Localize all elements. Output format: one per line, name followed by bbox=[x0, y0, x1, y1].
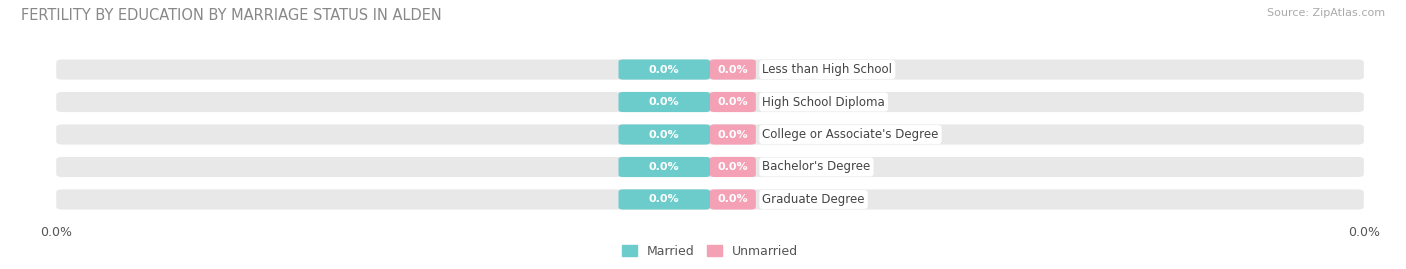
FancyBboxPatch shape bbox=[710, 92, 756, 112]
Text: 0.0%: 0.0% bbox=[717, 97, 748, 107]
Text: Source: ZipAtlas.com: Source: ZipAtlas.com bbox=[1267, 8, 1385, 18]
FancyBboxPatch shape bbox=[619, 125, 710, 144]
Text: Bachelor's Degree: Bachelor's Degree bbox=[762, 161, 870, 174]
Legend: Married, Unmarried: Married, Unmarried bbox=[617, 239, 803, 263]
FancyBboxPatch shape bbox=[56, 125, 1364, 144]
Text: 0.0%: 0.0% bbox=[717, 162, 748, 172]
Text: College or Associate's Degree: College or Associate's Degree bbox=[762, 128, 939, 141]
FancyBboxPatch shape bbox=[619, 59, 710, 80]
Text: Graduate Degree: Graduate Degree bbox=[762, 193, 865, 206]
Text: 0.0%: 0.0% bbox=[650, 194, 679, 204]
Text: 0.0%: 0.0% bbox=[717, 129, 748, 140]
FancyBboxPatch shape bbox=[619, 157, 710, 177]
Text: 0.0%: 0.0% bbox=[650, 97, 679, 107]
FancyBboxPatch shape bbox=[619, 189, 710, 210]
FancyBboxPatch shape bbox=[619, 92, 710, 112]
Text: High School Diploma: High School Diploma bbox=[762, 95, 886, 108]
Text: Less than High School: Less than High School bbox=[762, 63, 893, 76]
Text: 0.0%: 0.0% bbox=[650, 162, 679, 172]
Text: 0.0%: 0.0% bbox=[650, 129, 679, 140]
FancyBboxPatch shape bbox=[710, 157, 756, 177]
FancyBboxPatch shape bbox=[710, 125, 756, 144]
FancyBboxPatch shape bbox=[710, 189, 756, 210]
FancyBboxPatch shape bbox=[56, 59, 1364, 80]
FancyBboxPatch shape bbox=[56, 189, 1364, 210]
FancyBboxPatch shape bbox=[56, 92, 1364, 112]
Text: 0.0%: 0.0% bbox=[717, 194, 748, 204]
Text: 0.0%: 0.0% bbox=[650, 65, 679, 75]
Text: FERTILITY BY EDUCATION BY MARRIAGE STATUS IN ALDEN: FERTILITY BY EDUCATION BY MARRIAGE STATU… bbox=[21, 8, 441, 23]
Text: 0.0%: 0.0% bbox=[717, 65, 748, 75]
FancyBboxPatch shape bbox=[56, 157, 1364, 177]
FancyBboxPatch shape bbox=[710, 59, 756, 80]
